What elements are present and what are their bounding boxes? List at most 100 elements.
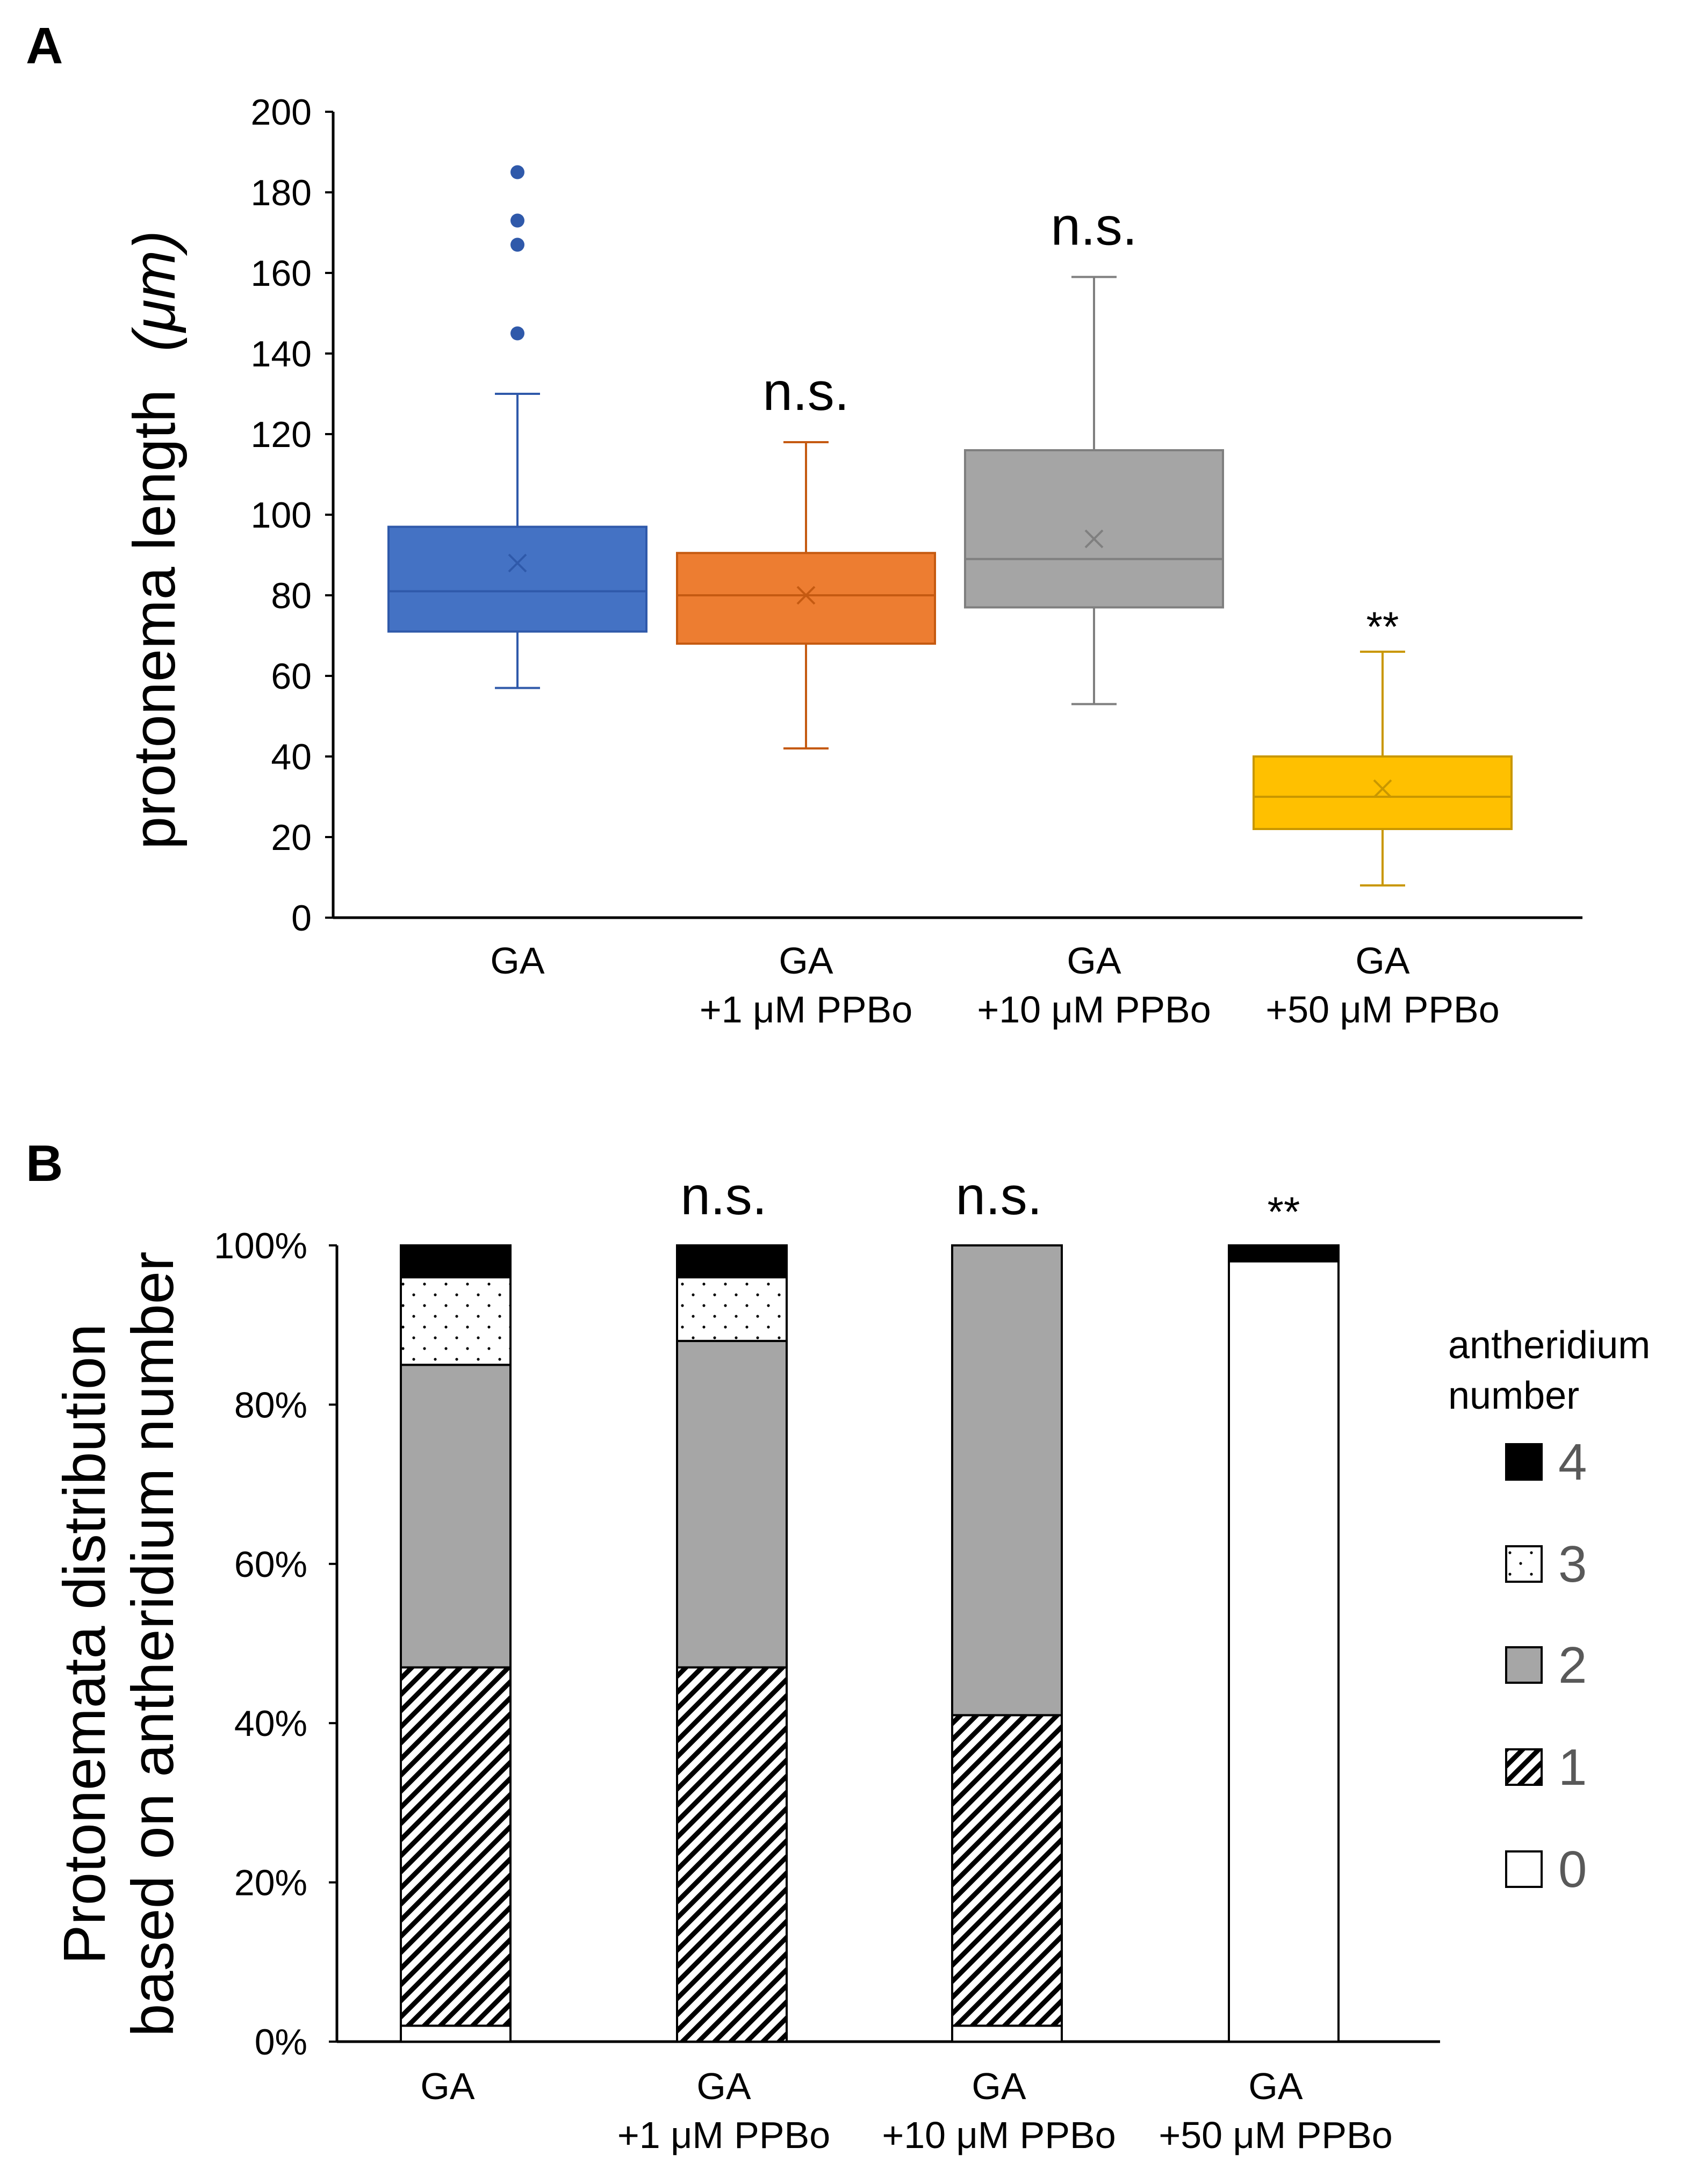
bar-segment-1	[676, 1666, 788, 2043]
bar-segment-0	[951, 2024, 1063, 2043]
bar-segment-1	[951, 1714, 1063, 2027]
x-label-line1: GA	[490, 940, 544, 982]
panel-b-y-ticks: 0% 20% 40% 60% 80% 100%	[214, 1226, 337, 2063]
panel-b-x-labels: GA GA +1 μM PPBo GA +10 μM PPBo GA +50 μM PPBo	[420, 2065, 1392, 2156]
bar-segment-2	[400, 1364, 512, 1669]
panel-a-y-tick-label: 200	[251, 92, 312, 133]
panel-b-y-tick-label: 40%	[234, 1703, 307, 1744]
x-label-line1: GA	[420, 2065, 474, 2107]
legend-title-line1: antheridium	[1448, 1324, 1650, 1367]
iqr-box	[964, 449, 1224, 609]
panel-a-label: A	[26, 17, 63, 75]
mean-marker	[796, 586, 816, 605]
panel-a-y-tick-label: 180	[251, 172, 312, 213]
panel-b-y-tick-label: 60%	[234, 1544, 307, 1585]
outlier-point	[510, 213, 524, 228]
stacked-bar: n.s.	[676, 1166, 788, 2043]
panel-a-ylabel: protonema length	[121, 390, 188, 849]
bar-segment-1	[400, 1666, 512, 2027]
bar-segment-0	[1228, 1260, 1340, 2043]
significance-label: n.s.	[680, 1166, 767, 1226]
stacked-bar	[400, 1244, 512, 2043]
legend-swatch	[1505, 1646, 1543, 1684]
panel-b-ylabel-line2: based on antheridium number	[120, 1251, 186, 2036]
panel-a-y-tick-label: 160	[251, 253, 312, 294]
box-group: n.s.	[676, 362, 936, 749]
panel-a-y-tick-label: 120	[251, 414, 312, 455]
legend-label: 3	[1558, 1536, 1587, 1593]
significance-label: n.s.	[762, 362, 849, 422]
panel-a-boxes: n.s. n.s. **	[387, 165, 1513, 886]
panel-b-y-axis-title: Protonemata distribution based on anther…	[52, 1251, 186, 2036]
panel-b-label: B	[26, 1135, 63, 1192]
panel-b-y-tick-label: 20%	[234, 1863, 307, 1904]
bar-segment-3	[400, 1276, 512, 1366]
stacked-bar: **	[1228, 1188, 1340, 2043]
legend-swatch	[1505, 1545, 1543, 1583]
bar-segment-2	[951, 1244, 1063, 1717]
x-label-line2: +1 μM PPBo	[617, 2114, 830, 2156]
bar-segment-0	[400, 2024, 512, 2043]
panel-a-y-ticks: 0 20 40 60 80 100 120 140 160 180 200	[251, 92, 333, 939]
panel-a-ylabel-unit: (μm)	[121, 230, 188, 351]
panel-a-y-tick-label: 100	[251, 495, 312, 536]
panel-a-y-axis-title: protonema length (μm)	[121, 230, 188, 849]
bar-segment-4	[1228, 1244, 1340, 1263]
significance-label: n.s.	[1050, 197, 1137, 257]
significance-label: **	[1268, 1188, 1300, 1235]
panel-a-y-tick-label: 140	[251, 334, 312, 374]
x-label-line1: GA	[1067, 940, 1121, 982]
legend-item-1: 1	[1505, 1739, 1587, 1796]
panel-b-y-tick-label: 100%	[214, 1226, 307, 1266]
x-label-line2: +10 μM PPBo	[977, 989, 1211, 1030]
iqr-box	[676, 552, 936, 645]
legend-title-line2: number	[1448, 1374, 1579, 1417]
panel-b-legend: antheridium number 4 3 2 1 0	[1448, 1324, 1650, 1898]
panel-b-bars: n.s. n.s. **	[400, 1166, 1340, 2043]
panel-b-y-tick-label: 80%	[234, 1385, 307, 1425]
panel-a-y-tick-label: 20	[271, 817, 312, 858]
mean-marker	[1084, 529, 1104, 549]
legend-label: 0	[1558, 1841, 1587, 1898]
box-group: n.s.	[964, 197, 1224, 705]
legend-item-0: 0	[1505, 1841, 1587, 1898]
bar-segment-2	[676, 1339, 788, 1669]
outlier-point	[510, 237, 524, 252]
iqr-box	[1253, 755, 1513, 830]
x-label-line1: GA	[1248, 2065, 1303, 2107]
legend-label: 4	[1558, 1433, 1587, 1491]
significance-label: n.s.	[955, 1166, 1042, 1226]
outlier-point	[510, 165, 524, 179]
legend-swatch	[1505, 1748, 1543, 1786]
legend-item-3: 3	[1505, 1536, 1587, 1593]
svg-text:protonema length (μm): protonema length (μm)	[121, 230, 188, 849]
significance-label: **	[1366, 603, 1399, 650]
x-label-line1: GA	[972, 2065, 1026, 2107]
x-label-line1: GA	[779, 940, 833, 982]
x-label-line2: +50 μM PPBo	[1265, 989, 1499, 1030]
panel-b: B Protonemata distribution based on anth…	[26, 1135, 1650, 2156]
mean-marker	[508, 553, 527, 573]
panel-a: A protonema length (μm) 0 20 40 60 80 100 120 1…	[26, 17, 1582, 1030]
x-label-line2: +50 μM PPBo	[1158, 2114, 1392, 2156]
legend-item-2: 2	[1505, 1637, 1587, 1694]
stacked-bar: n.s.	[951, 1166, 1063, 2043]
box-group	[387, 165, 647, 689]
legend-label: 1	[1558, 1739, 1587, 1796]
panel-a-y-tick-label: 80	[271, 575, 312, 616]
outlier-point	[510, 326, 524, 341]
x-label-line2: +1 μM PPBo	[700, 989, 912, 1030]
panel-a-y-tick-label: 0	[291, 898, 312, 939]
legend-swatch	[1505, 1850, 1543, 1888]
panel-a-x-labels: GA GA +1 μM PPBo GA +10 μM PPBo GA +50 μM PPBo	[490, 940, 1499, 1030]
panel-b-ylabel-line1: Protonemata distribution	[52, 1324, 118, 1964]
mean-marker	[1373, 779, 1392, 798]
panel-a-y-tick-label: 60	[271, 656, 312, 697]
bar-segment-4	[400, 1244, 512, 1279]
legend-item-4: 4	[1505, 1433, 1587, 1491]
box-group: **	[1253, 603, 1513, 886]
panel-a-y-tick-label: 40	[271, 737, 312, 777]
bar-segment-3	[676, 1276, 788, 1342]
panel-b-y-tick-label: 0%	[255, 2022, 307, 2063]
